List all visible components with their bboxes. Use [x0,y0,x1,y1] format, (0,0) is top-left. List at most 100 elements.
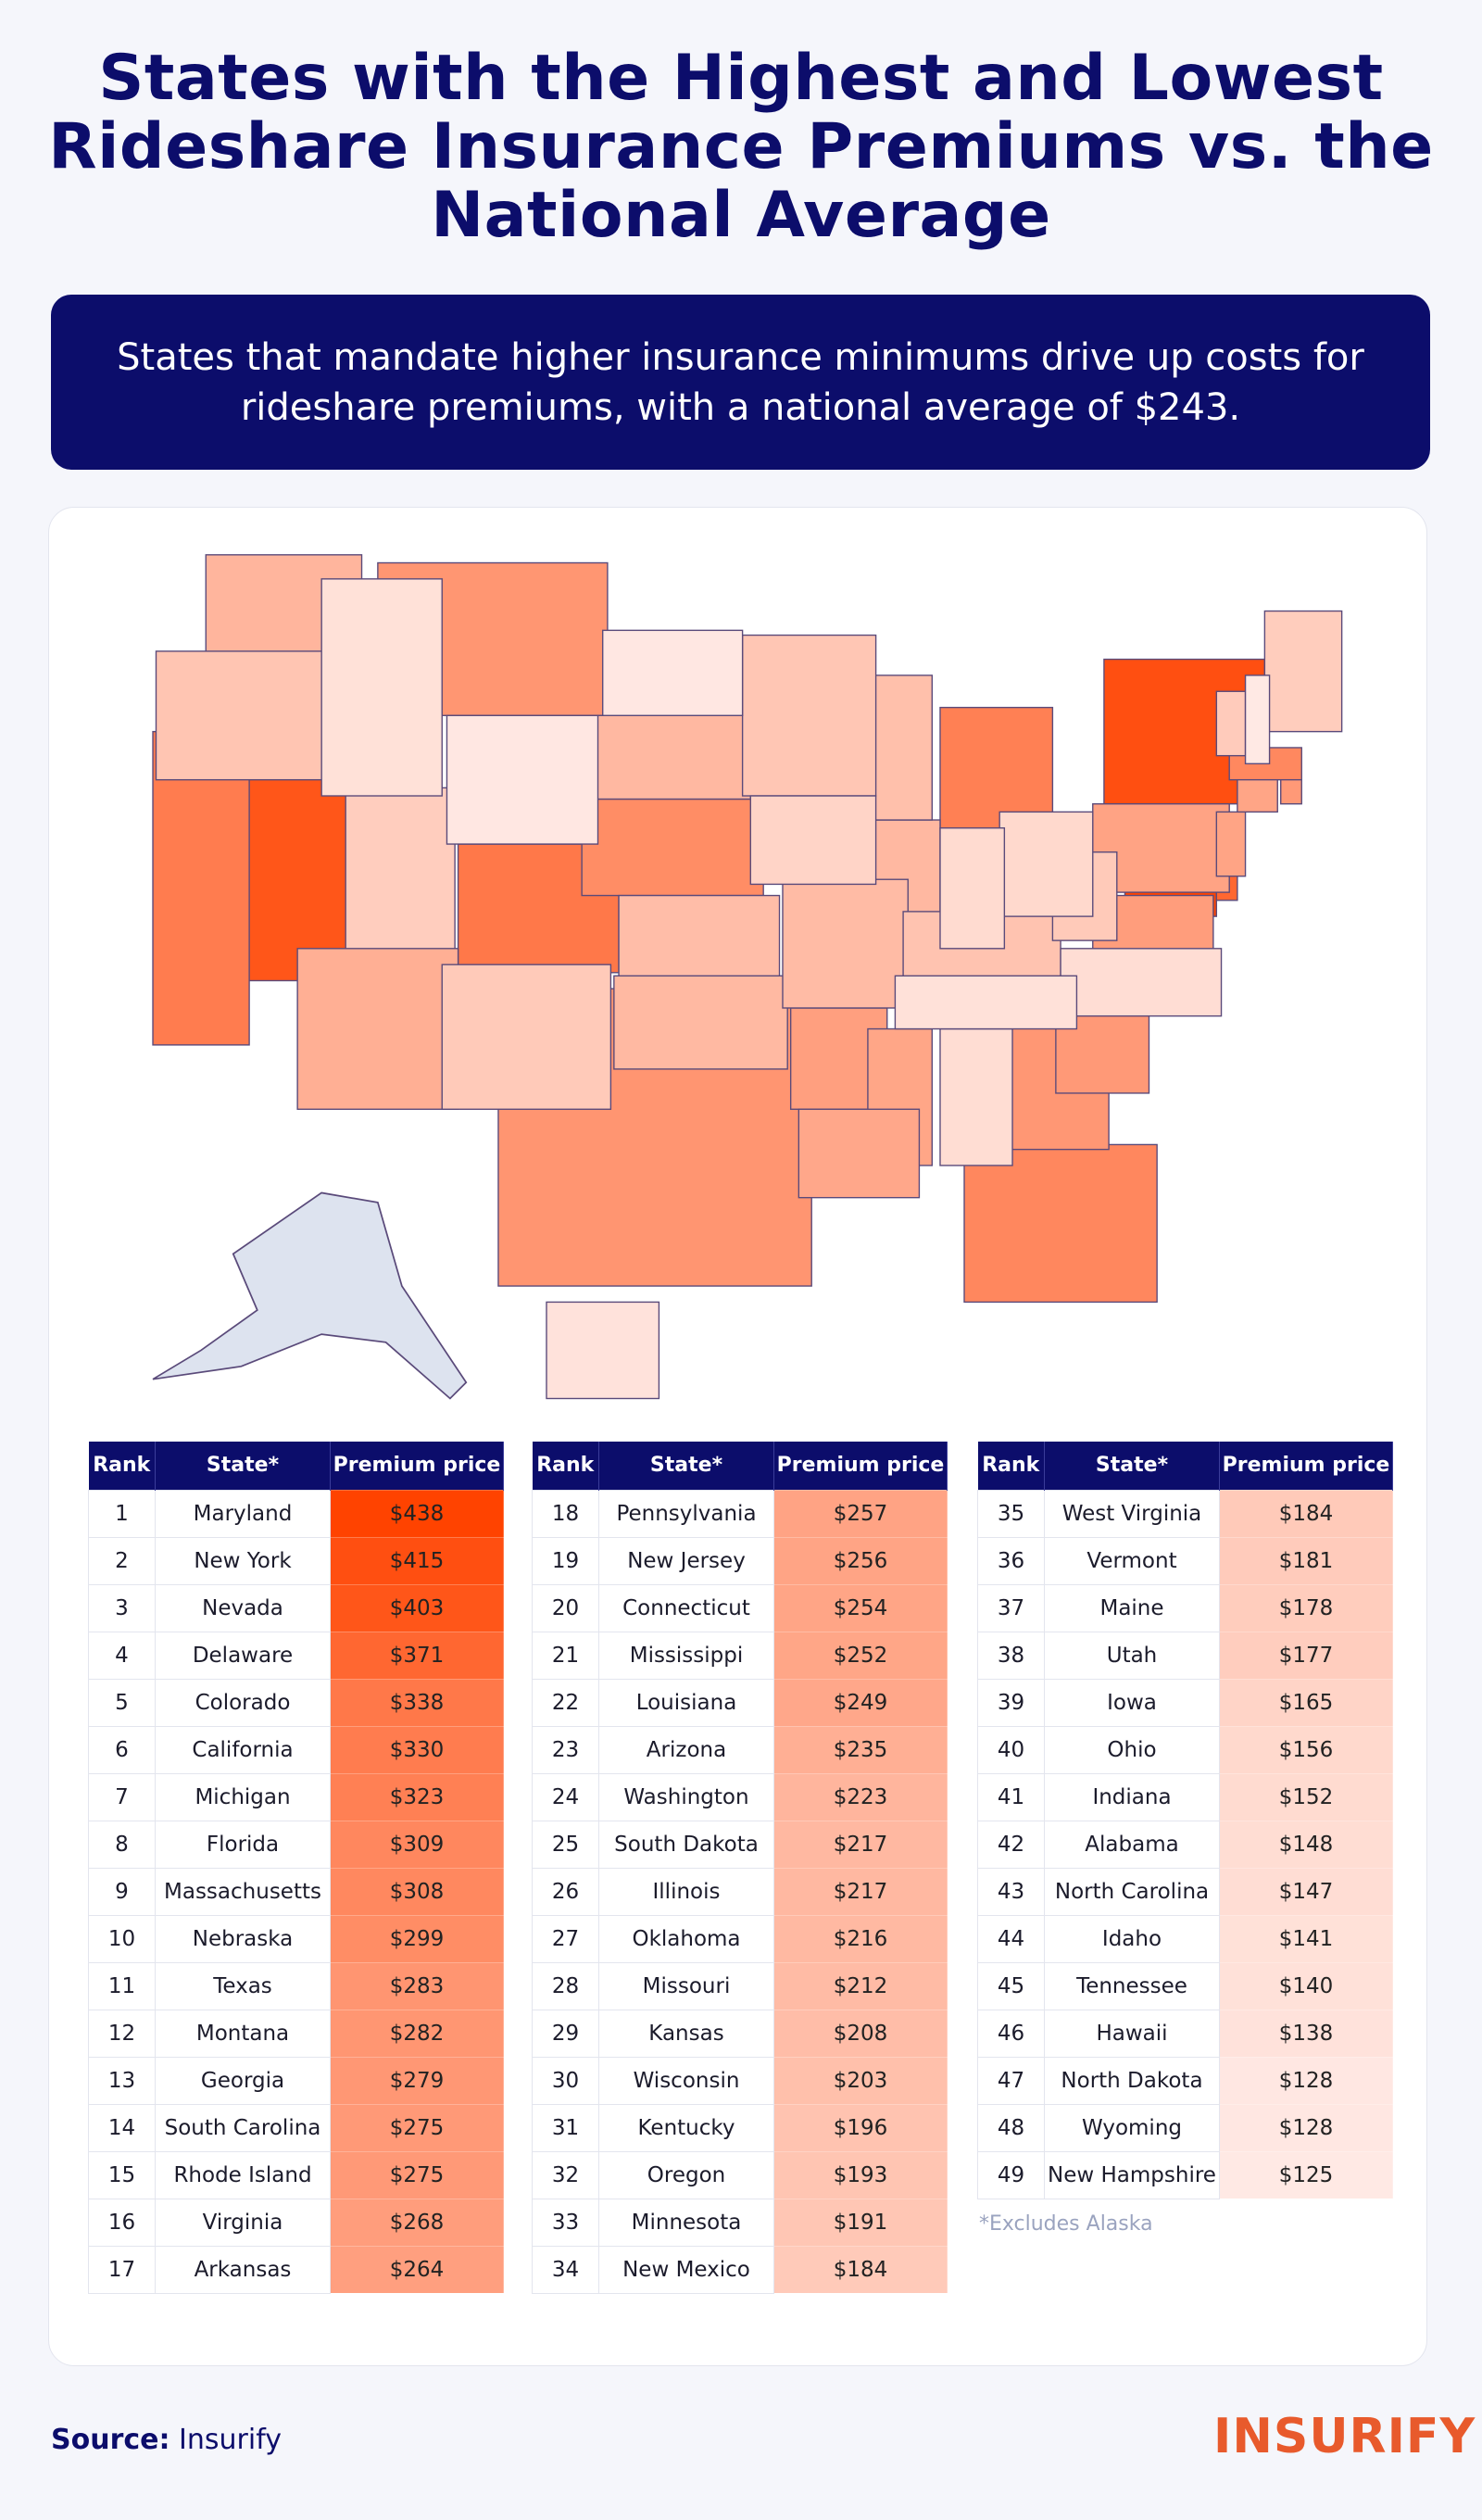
premium-cell: $148 [1219,1820,1393,1869]
state-cell: Maryland [155,1489,331,1538]
table-header: Rank State* Premium price [88,1442,504,1490]
rank-cell: 34 [532,2245,599,2294]
premium-cell: $254 [773,1583,948,1632]
table-row: 37 Maine $178 [977,1583,1393,1632]
premium-cell: $371 [330,1631,504,1680]
rank-cell: 2 [88,1536,156,1585]
table-row: 46 Hawaii $138 [977,2009,1393,2058]
premium-cell: $184 [773,2245,948,2294]
rank-cell: 17 [88,2245,156,2294]
state-cell: South Carolina [155,2103,331,2152]
rank-cell: 15 [88,2150,156,2199]
rank-cell: 47 [977,2056,1045,2105]
premium-cell: $178 [1219,1583,1393,1632]
state-louisiana [798,1108,921,1199]
table-row: 29 Kansas $208 [532,2009,948,2058]
rank-cell: 42 [977,1820,1045,1869]
state-cell: Delaware [155,1631,331,1680]
premium-cell: $156 [1219,1725,1393,1774]
state-cell: Indiana [1044,1772,1220,1821]
premium-cell: $152 [1219,1772,1393,1821]
rank-cell: 18 [532,1489,599,1538]
table-row: 2 New York $415 [88,1536,504,1585]
state-cell: Oklahoma [598,1914,774,1963]
premium-cell: $216 [773,1914,948,1963]
rank-cell: 31 [532,2103,599,2152]
premium-cell: $193 [773,2150,948,2199]
state-cell: Michigan [155,1772,331,1821]
state-cell: Tennessee [1044,1961,1220,2010]
state-cell: Ohio [1044,1725,1220,1774]
table-row: 4 Delaware $371 [88,1631,504,1680]
state-cell: New Mexico [598,2245,774,2294]
state-vermont [1215,690,1247,757]
header-price: Premium price [773,1442,948,1490]
state-oklahoma [613,975,788,1070]
state-cell: Wisconsin [598,2056,774,2105]
state-missouri [782,878,909,1009]
state-tennessee [894,975,1078,1030]
state-cell: Florida [155,1820,331,1869]
premium-cell: $330 [330,1725,504,1774]
state-alaska [152,1191,468,1400]
table-row: 35 West Virginia $184 [977,1489,1393,1538]
state-north-dakota [602,629,744,716]
header-rank: Rank [88,1442,156,1490]
state-indiana [939,827,1006,950]
table-row: 27 Oklahoma $216 [532,1914,948,1963]
table-row: 38 Utah $177 [977,1631,1393,1680]
rank-cell: 33 [532,2198,599,2247]
state-california [152,730,250,1046]
premium-cell: $252 [773,1631,948,1680]
state-cell: Virginia [155,2198,331,2247]
state-cell: Hawaii [1044,2009,1220,2058]
state-iowa [749,795,877,886]
rank-cell: 19 [532,1536,599,1585]
premium-cell: $217 [773,1867,948,1916]
premium-cell: $165 [1219,1678,1393,1727]
table-row: 39 Iowa $165 [977,1678,1393,1727]
source-value: Insurify [179,2424,283,2456]
state-hawaii [546,1301,660,1400]
rank-cell: 7 [88,1772,156,1821]
state-south-dakota [589,714,751,800]
header-rank: Rank [977,1442,1045,1490]
state-cell: Idaho [1044,1914,1220,1963]
header-state: State* [598,1442,774,1490]
state-cell: Arizona [598,1725,774,1774]
state-cell: Oregon [598,2150,774,2199]
state-cell: California [155,1725,331,1774]
rank-cell: 3 [88,1583,156,1632]
rank-cell: 43 [977,1867,1045,1916]
header-state: State* [1044,1442,1220,1490]
table-row: 3 Nevada $403 [88,1583,504,1632]
rank-cell: 48 [977,2103,1045,2152]
premium-cell: $196 [773,2103,948,2152]
rank-cell: 22 [532,1678,599,1727]
table-row: 23 Arizona $235 [532,1725,948,1774]
table-header: Rank State* Premium price [532,1442,948,1490]
rank-cell: 28 [532,1961,599,2010]
state-ohio [998,811,1094,917]
source-credit: Source: Insurify [51,2424,282,2456]
premium-cell: $257 [773,1489,948,1538]
premium-cell: $438 [330,1489,504,1538]
rank-cell: 11 [88,1961,156,2010]
rank-cell: 29 [532,2009,599,2058]
rank-cell: 14 [88,2103,156,2152]
table-row: 40 Ohio $156 [977,1725,1393,1774]
rank-cell: 20 [532,1583,599,1632]
rank-cell: 12 [88,2009,156,2058]
header-state: State* [155,1442,331,1490]
state-minnesota [741,634,877,797]
table-row: 6 California $330 [88,1725,504,1774]
state-nebraska [581,798,764,897]
ranking-table-3: Rank State* Premium price 35 West Virginia $1… [977,1442,1393,2199]
state-kansas [618,894,781,976]
table-row: 44 Idaho $141 [977,1914,1393,1963]
state-wyoming [446,714,599,845]
table-row: 36 Vermont $181 [977,1536,1393,1585]
rank-cell: 21 [532,1631,599,1680]
premium-cell: $275 [330,2103,504,2152]
table-row: 30 Wisconsin $203 [532,2056,948,2105]
